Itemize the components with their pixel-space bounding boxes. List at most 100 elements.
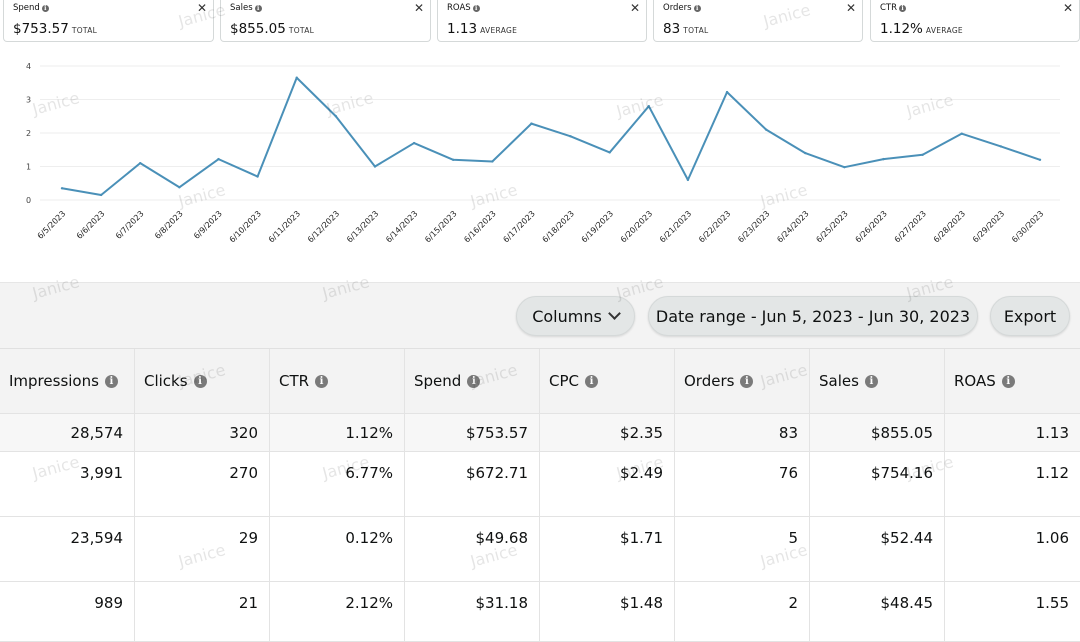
info-icon[interactable]: i [1001, 374, 1015, 388]
close-icon[interactable]: ✕ [845, 1, 856, 15]
x-tick-label: 6/25/2023 [814, 209, 849, 244]
x-tick-label: 6/7/2023 [114, 209, 146, 241]
header-label: ROAS [954, 372, 996, 390]
info-icon[interactable]: i [864, 374, 878, 388]
data-point [804, 151, 807, 155]
columns-button[interactable]: Columns [516, 296, 635, 336]
column-header-sales[interactable]: Sales i [810, 349, 945, 413]
data-point [960, 132, 963, 135]
data-point [647, 105, 650, 108]
x-tick-label: 6/24/2023 [775, 209, 810, 244]
table-cell: $49.68 [405, 517, 540, 581]
x-tick-label: 6/14/2023 [384, 209, 419, 244]
metric-card-sales[interactable]: Sales i $855.05 TOTAL ✕ [220, 0, 431, 42]
y-tick-label: 4 [26, 62, 31, 71]
metric-label: Sales [230, 3, 253, 13]
table-cell: 3,991 [0, 452, 135, 516]
info-icon[interactable]: i [585, 374, 598, 388]
metric-label: CTR [880, 3, 898, 13]
info-icon[interactable]: i [254, 4, 262, 12]
info-icon[interactable]: i [41, 4, 49, 12]
y-tick-label: 1 [26, 163, 31, 172]
x-tick-label: 6/10/2023 [228, 209, 263, 244]
info-icon[interactable]: i [467, 374, 481, 388]
close-icon[interactable]: ✕ [1062, 1, 1073, 15]
data-point [569, 135, 572, 138]
info-icon[interactable]: i [693, 4, 701, 12]
metric-aggregate: TOTAL [683, 26, 709, 35]
y-tick-label: 0 [26, 196, 31, 205]
info-icon[interactable]: i [899, 4, 907, 12]
total-cell: 320 [135, 414, 270, 451]
metric-card-spend[interactable]: Spend i $753.57 TOTAL ✕ [3, 0, 214, 42]
date-range-button[interactable]: Date range - Jun 5, 2023 - Jun 30, 2023 [648, 296, 978, 336]
y-tick-label: 3 [26, 96, 31, 105]
data-point [60, 187, 64, 190]
data-point [256, 175, 259, 178]
series-line [61, 76, 1041, 196]
x-tick-label: 6/27/2023 [893, 209, 928, 244]
header-label: CPC [549, 372, 579, 390]
table-cell: 270 [135, 452, 270, 516]
info-icon[interactable]: i [472, 4, 480, 12]
info-icon[interactable]: i [740, 374, 754, 388]
table-cell: 0.12% [270, 517, 405, 581]
column-header-roas[interactable]: ROAS i [945, 349, 1080, 413]
table-toolbar: Columns Date range - Jun 5, 2023 - Jun 3… [0, 282, 1080, 348]
data-point [452, 158, 455, 161]
metric-card-orders[interactable]: Orders i 83 TOTAL ✕ [653, 0, 863, 42]
table-row[interactable]: 23,594 29 0.12% $49.68 $1.71 5 $52.44 1.… [0, 517, 1080, 582]
close-icon[interactable]: ✕ [629, 1, 640, 15]
export-label: Export [1003, 306, 1057, 326]
total-cell: 1.12% [270, 414, 405, 451]
column-header-spend[interactable]: Spend i [405, 349, 540, 413]
info-icon[interactable]: i [193, 374, 207, 388]
table-cell: 989 [0, 582, 135, 641]
metric-card-roas[interactable]: ROAS i 1.13 AVERAGE ✕ [437, 0, 647, 42]
x-tick-label: 6/16/2023 [462, 209, 497, 244]
close-icon[interactable]: ✕ [413, 1, 424, 15]
x-tick-label: 6/8/2023 [153, 209, 185, 241]
column-header-clicks[interactable]: Clicks i [135, 349, 270, 413]
table-cell: 29 [135, 517, 270, 581]
total-cell: 1.13 [1035, 424, 1069, 442]
table-row[interactable]: 3,991 270 6.77% $672.71 $2.49 76 $754.16… [0, 452, 1080, 517]
metric-cards: Spend i $753.57 TOTAL ✕ Sales i $855.05 TOTA… [0, 0, 1080, 43]
export-button[interactable]: Export [990, 296, 1070, 336]
data-point [1038, 158, 1042, 161]
table-row[interactable]: 989 21 2.12% $31.18 $1.48 2 $48.45 1.55 [0, 582, 1080, 642]
info-icon[interactable]: i [104, 374, 118, 388]
table-cell: $754.16 [810, 452, 945, 516]
table-cell: $1.71 [540, 517, 675, 581]
total-row: 28,574 320 1.12% $753.57 $2.35 83 $855.0… [0, 414, 1080, 452]
table-cell: 21 [135, 582, 270, 641]
total-cell: $855.05 [810, 414, 945, 451]
data-point [334, 115, 338, 118]
metric-value: $753.57 [13, 21, 69, 37]
table-header: Impressions i Clicks i CTR i Spend i CPC i Or… [0, 348, 1080, 414]
column-header-impressions[interactable]: Impressions i [0, 349, 135, 413]
y-tick-label: 2 [26, 129, 31, 138]
table-cell: 5 [675, 517, 810, 581]
metric-card-ctr[interactable]: CTR i 1.12% AVERAGE ✕ [870, 0, 1080, 42]
x-tick-label: 6/5/2023 [36, 209, 68, 241]
metric-aggregate: AVERAGE [480, 26, 518, 35]
data-point [491, 160, 494, 163]
x-tick-label: 6/15/2023 [423, 209, 458, 244]
data-point [217, 157, 220, 161]
x-tick-label: 6/22/2023 [697, 209, 732, 244]
metric-value: 1.13 [447, 21, 478, 37]
x-tick-label: 6/9/2023 [192, 209, 224, 241]
info-icon[interactable]: i [315, 374, 329, 388]
metric-aggregate: TOTAL [288, 26, 315, 35]
close-icon[interactable]: ✕ [196, 1, 207, 15]
line-chart: 0 1 2 3 4 6/5/2023 6/6/2023 6/7/2023 6/8/2023 6/9… [0, 52, 1080, 257]
data-point [999, 145, 1003, 148]
column-header-orders[interactable]: Orders i [675, 349, 810, 413]
data-point [530, 122, 533, 125]
metric-value: 1.12% [880, 21, 923, 37]
column-header-cpc[interactable]: CPC i [540, 349, 675, 413]
total-cell: 28,574 [0, 414, 135, 451]
table-cell: $48.45 [810, 582, 945, 641]
column-header-ctr[interactable]: CTR i [270, 349, 405, 413]
